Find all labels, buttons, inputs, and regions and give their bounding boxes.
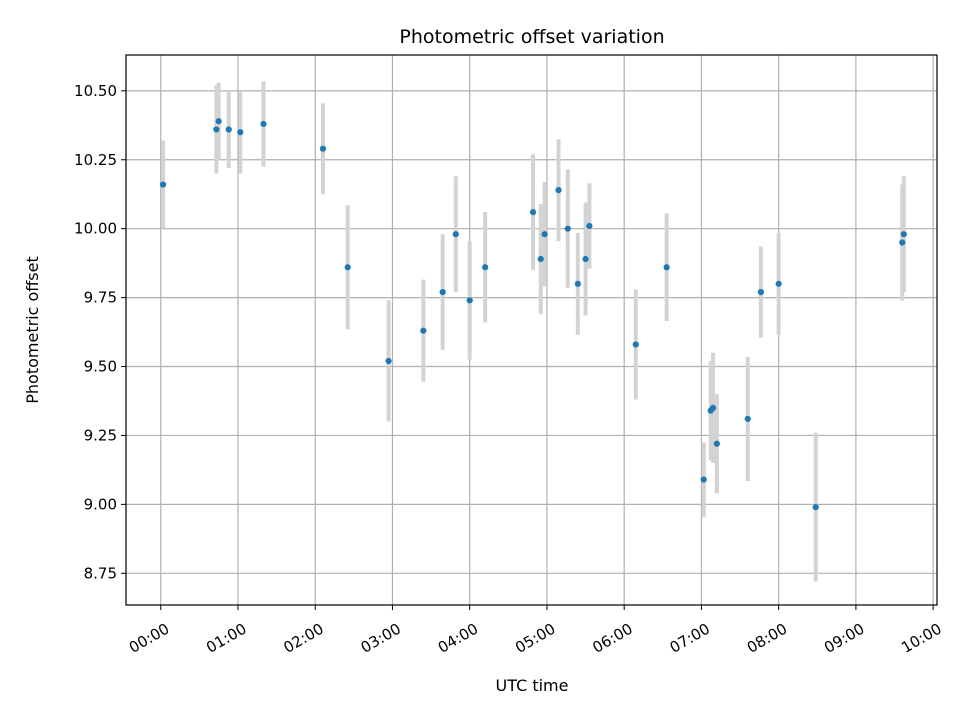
- y-tick-label: 10.25: [74, 151, 117, 169]
- data-point: [812, 504, 819, 511]
- data-point: [775, 280, 782, 287]
- y-tick-label: 9.50: [84, 358, 117, 376]
- data-point: [420, 327, 427, 334]
- data-point: [237, 129, 244, 136]
- x-axis-title: UTC time: [496, 676, 569, 695]
- data-point: [452, 231, 459, 238]
- y-tick-label: 9.75: [84, 289, 117, 307]
- data-point: [344, 264, 351, 271]
- data-point: [757, 288, 764, 296]
- data-point: [225, 126, 232, 133]
- data-point: [260, 120, 267, 128]
- y-tick-label: 9.25: [84, 426, 117, 444]
- data-point: [159, 181, 167, 188]
- data-point: [466, 297, 473, 304]
- data-point: [582, 255, 589, 263]
- data-point: [586, 222, 593, 230]
- data-point: [700, 476, 707, 483]
- data-point: [632, 341, 639, 348]
- y-tick-label: 8.75: [84, 564, 117, 582]
- y-axis-title: Photometric offset: [23, 256, 42, 404]
- y-axis: 8.75 9.00 9.25 9.50 9.75 10.00 10.25 10.50: [74, 82, 126, 582]
- data-point: [663, 264, 670, 271]
- y-tick-label: 10.50: [74, 82, 117, 100]
- data-point: [529, 209, 537, 216]
- data-point: [574, 280, 581, 287]
- data-point: [385, 357, 392, 365]
- y-tick-label: 10.00: [74, 220, 117, 238]
- data-point: [215, 118, 222, 125]
- data-point: [319, 145, 327, 152]
- data-point: [213, 126, 220, 133]
- y-tick-label: 9.00: [84, 495, 117, 513]
- data-point: [709, 404, 717, 411]
- data-point: [537, 255, 544, 263]
- data-points: [159, 118, 907, 511]
- plot-frame: [125, 54, 938, 606]
- data-point: [564, 225, 571, 232]
- data-point: [555, 186, 562, 194]
- data-point: [899, 239, 906, 246]
- data-point: [482, 264, 489, 271]
- data-point: [541, 231, 548, 238]
- chart-title: Photometric offset variation: [399, 26, 664, 48]
- data-point: [900, 231, 907, 238]
- data-point: [439, 288, 446, 296]
- data-point: [744, 415, 751, 423]
- data-point: [713, 440, 720, 447]
